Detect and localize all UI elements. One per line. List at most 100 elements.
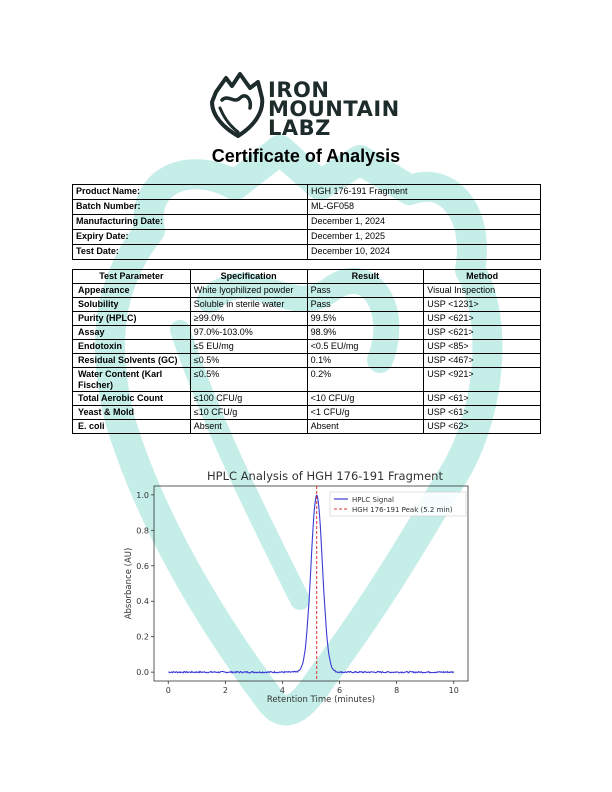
test-result: 0.1% [306, 353, 425, 368]
test-method: USP <1231> [423, 297, 541, 312]
info-label: Product Name: [72, 184, 308, 200]
info-value: December 1, 2024 [307, 214, 541, 230]
test-result: Pass [306, 283, 425, 298]
y-tick-label: 0.2 [136, 633, 149, 642]
x-tick-label: 0 [166, 686, 171, 695]
info-row: Product Name: HGH 176-191 Fragment [72, 184, 541, 200]
info-label: Test Date: [72, 244, 308, 260]
test-parameter: Solubility [72, 297, 191, 312]
y-tick-label: 0.4 [136, 597, 149, 606]
test-method: Visual Inspection [423, 283, 541, 298]
table-row: Total Aerobic Count ≤100 CFU/g <10 CFU/g… [72, 391, 541, 406]
test-specification: 97.0%-103.0% [189, 325, 308, 340]
table-row: Yeast & Mold ≤10 CFU/g <1 CFU/g USP <61> [72, 405, 541, 420]
test-method: USP <85> [423, 339, 541, 354]
brand-line-2: MOUNTAIN [268, 97, 400, 121]
test-specification: ≤0.5% [189, 367, 308, 392]
y-tick-label: 1.0 [136, 491, 149, 500]
y-tick-label: 0.6 [136, 562, 149, 571]
y-tick-label: 0.0 [136, 668, 149, 677]
test-method: USP <61> [423, 405, 541, 420]
table-row: Purity (HPLC) ≥99.0% 99.5% USP <621> [72, 311, 541, 326]
x-tick-label: 6 [337, 686, 342, 695]
test-parameter: Total Aerobic Count [72, 391, 191, 406]
x-axis-label: Retention Time (minutes) [267, 695, 375, 705]
x-tick-label: 8 [394, 686, 399, 695]
hplc-chart: HPLC Analysis of HGH 176-191 Fragment 0 2 4… [124, 469, 469, 705]
table-row: Water Content (Karl Fischer) ≤0.5% 0.2% … [72, 367, 541, 392]
test-parameter: Purity (HPLC) [72, 311, 191, 326]
plot-frame [153, 485, 469, 682]
info-row: Test Date: December 10, 2024 [72, 244, 541, 260]
test-parameter: Residual Solvents (GC) [72, 353, 191, 368]
test-specification: ≤100 CFU/g [189, 391, 308, 406]
legend-box [329, 491, 467, 517]
test-parameter: Assay [72, 325, 191, 340]
table-row: Appearance White lyophilized powder Pass… [72, 283, 541, 298]
info-label: Expiry Date: [72, 229, 308, 245]
test-specification: Absent [189, 419, 308, 434]
test-method: USP <921> [423, 367, 541, 392]
brand-logo: IRON MOUNTAIN LABZ [208, 72, 408, 140]
test-specification: ≤5 EU/mg [189, 339, 308, 354]
test-result: Absent [306, 419, 425, 434]
test-result: <1 CFU/g [306, 405, 425, 420]
header-specification: Specification [189, 269, 308, 284]
y-axis-label: Absorbance (AU) [124, 548, 134, 620]
test-results-table: Test Parameter Specification Result Meth… [72, 269, 541, 434]
product-info-table: Product Name: HGH 176-191 Fragment Batch… [72, 184, 541, 260]
test-method: USP <62> [423, 419, 541, 434]
brand-wordmark: IRON MOUNTAIN LABZ [268, 78, 400, 140]
test-parameter: Yeast & Mold [72, 405, 191, 420]
test-method: USP <467> [423, 353, 541, 368]
x-tick-label: 10 [449, 686, 459, 695]
test-parameter: Endotoxin [72, 339, 191, 354]
table-row: Assay 97.0%-103.0% 98.9% USP <621> [72, 325, 541, 340]
test-specification: ≥99.0% [189, 311, 308, 326]
info-row: Expiry Date: December 1, 2025 [72, 229, 541, 245]
header-result: Result [306, 269, 425, 284]
x-tick-label: 2 [223, 686, 228, 695]
chart-title: HPLC Analysis of HGH 176-191 Fragment [207, 469, 443, 483]
mountain-heart-logo [210, 72, 265, 138]
test-result: <10 CFU/g [306, 391, 425, 406]
header-method: Method [423, 269, 541, 284]
test-specification: Soluble in sterile water [189, 297, 308, 312]
test-method: USP <621> [423, 311, 541, 326]
legend-label-hplc-signal: HPLC Signal [352, 496, 394, 504]
test-result: <0.5 EU/mg [306, 339, 425, 354]
table-row: Residual Solvents (GC) ≤0.5% 0.1% USP <4… [72, 353, 541, 368]
table-row: Solubility Soluble in sterile water Pass… [72, 297, 541, 312]
test-result: 98.9% [306, 325, 425, 340]
info-label: Batch Number: [72, 199, 308, 215]
test-parameter: Appearance [72, 283, 191, 298]
test-method: USP <621> [423, 325, 541, 340]
test-parameter: Water Content (Karl Fischer) [72, 367, 191, 392]
test-parameter: E. coli [72, 419, 191, 434]
header-test-parameter: Test Parameter [72, 269, 191, 284]
info-row: Batch Number: ML-GF058 [72, 199, 541, 215]
test-result: 99.5% [306, 311, 425, 326]
test-specification: White lyophilized powder [189, 283, 308, 298]
x-tick-label: 4 [280, 686, 285, 695]
brand-line-1: IRON [268, 78, 330, 102]
info-label: Manufacturing Date: [72, 214, 308, 230]
y-tick-label: 0.8 [136, 526, 149, 535]
series-line-hplc-signal [168, 494, 455, 674]
document-title: Certificate of Analysis [211, 146, 401, 166]
info-value: HGH 176-191 Fragment [307, 184, 541, 200]
test-specification: ≤0.5% [189, 353, 308, 368]
info-value: ML-GF058 [307, 199, 541, 215]
legend-label-peak: HGH 176-191 Peak (5.2 min) [352, 506, 453, 514]
info-value: December 10, 2024 [307, 244, 541, 260]
table-row: E. coli Absent Absent USP <62> [72, 419, 541, 434]
info-row: Manufacturing Date: December 1, 2024 [72, 214, 541, 230]
info-value: December 1, 2025 [307, 229, 541, 245]
test-method: USP <61> [423, 391, 541, 406]
test-result: Pass [306, 297, 425, 312]
table-row: Endotoxin ≤5 EU/mg <0.5 EU/mg USP <85> [72, 339, 541, 354]
brand-line-3: LABZ [268, 116, 331, 140]
test-specification: ≤10 CFU/g [189, 405, 308, 420]
table-header-row: Test Parameter Specification Result Meth… [72, 269, 541, 284]
test-result: 0.2% [306, 367, 425, 392]
